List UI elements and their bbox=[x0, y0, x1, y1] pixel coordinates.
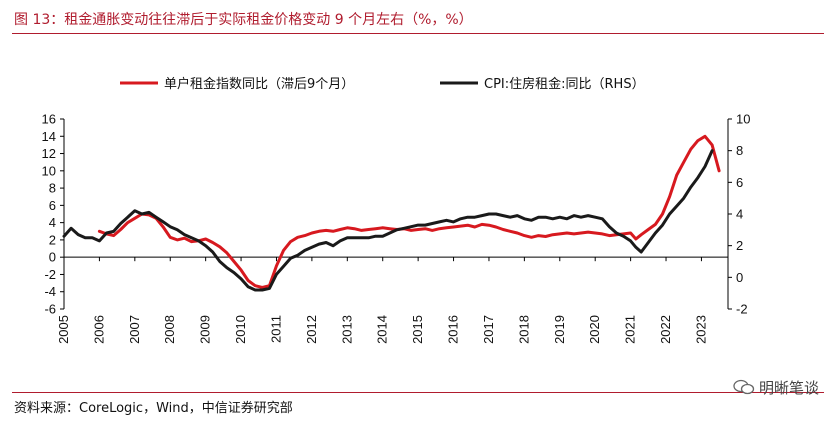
left-tick-label: 4 bbox=[49, 215, 56, 230]
right-tick-label: 2 bbox=[736, 238, 743, 253]
right-tick-label: 4 bbox=[736, 207, 743, 222]
left-tick-label: 8 bbox=[49, 181, 56, 196]
left-tick-label: 6 bbox=[49, 198, 56, 213]
x-tick-label: 2005 bbox=[56, 315, 71, 344]
x-tick-label: 2007 bbox=[127, 315, 142, 344]
x-tick-label: 2016 bbox=[446, 315, 461, 344]
wechat-icon bbox=[733, 379, 755, 395]
left-tick-label: 14 bbox=[42, 129, 56, 144]
x-tick-label: 2023 bbox=[693, 315, 708, 344]
x-tick-label: 2011 bbox=[268, 315, 283, 343]
series-line-cpi-rent bbox=[62, 149, 714, 292]
chart-title: 图 13：租金通胀变动往往滞后于实际租金价格变动 9 个月左右（%，%） bbox=[14, 12, 473, 28]
x-tick-label: 2022 bbox=[658, 315, 673, 344]
source-rule bbox=[12, 392, 824, 393]
left-tick-label: 16 bbox=[42, 112, 56, 127]
x-tick-label: 2017 bbox=[481, 315, 496, 344]
series-layer bbox=[62, 134, 721, 292]
x-tick-label: 2009 bbox=[198, 315, 213, 344]
x-tick-label: 2014 bbox=[375, 315, 390, 344]
right-tick-label: 8 bbox=[736, 143, 743, 158]
left-tick-label: -2 bbox=[44, 267, 56, 282]
x-tick-label: 2015 bbox=[410, 315, 425, 344]
right-tick-label: -2 bbox=[736, 302, 748, 317]
legend-label-1: 单户租金指数同比（滞后9个月） bbox=[164, 76, 354, 92]
left-tick-label: 12 bbox=[42, 146, 56, 161]
right-tick-label: 0 bbox=[736, 270, 743, 285]
left-tick-label: -6 bbox=[44, 302, 56, 317]
left-tick-label: 0 bbox=[49, 250, 56, 265]
watermark: 明晰笔谈 bbox=[733, 377, 819, 398]
x-tick-label: 2010 bbox=[233, 315, 248, 344]
left-tick-label: 10 bbox=[42, 163, 56, 178]
x-tick-label: 2021 bbox=[623, 315, 638, 344]
left-tick-label: 2 bbox=[49, 232, 56, 247]
watermark-text: 明晰笔谈 bbox=[758, 379, 819, 397]
x-tick-label: 2008 bbox=[162, 315, 177, 344]
title-rule bbox=[12, 33, 824, 34]
legend-label-2: CPI:住房租金:同比（RHS） bbox=[484, 76, 645, 92]
source-note: 资料来源：CoreLogic，Wind，中信证券研究部 bbox=[14, 401, 293, 416]
x-tick-label: 2020 bbox=[587, 315, 602, 344]
legend: 单户租金指数同比（滞后9个月） CPI:住房租金:同比（RHS） bbox=[120, 76, 645, 92]
right-tick-label: 6 bbox=[736, 175, 743, 190]
x-tick-label: 2013 bbox=[339, 315, 354, 344]
chart-axes: 16 14 12 10 8 6 4 2 0 -2 -4 -6 10 8 6 4 2 0 -2 2005 2006 2007… bbox=[42, 112, 751, 344]
series-line-rent-index bbox=[97, 134, 721, 289]
x-tick-label: 2019 bbox=[552, 315, 567, 344]
right-tick-label: 10 bbox=[736, 112, 750, 127]
x-tick-label: 2018 bbox=[516, 315, 531, 344]
x-tick-label: 2006 bbox=[91, 315, 106, 344]
x-tick-label: 2012 bbox=[304, 315, 319, 344]
left-tick-label: -4 bbox=[44, 284, 56, 299]
